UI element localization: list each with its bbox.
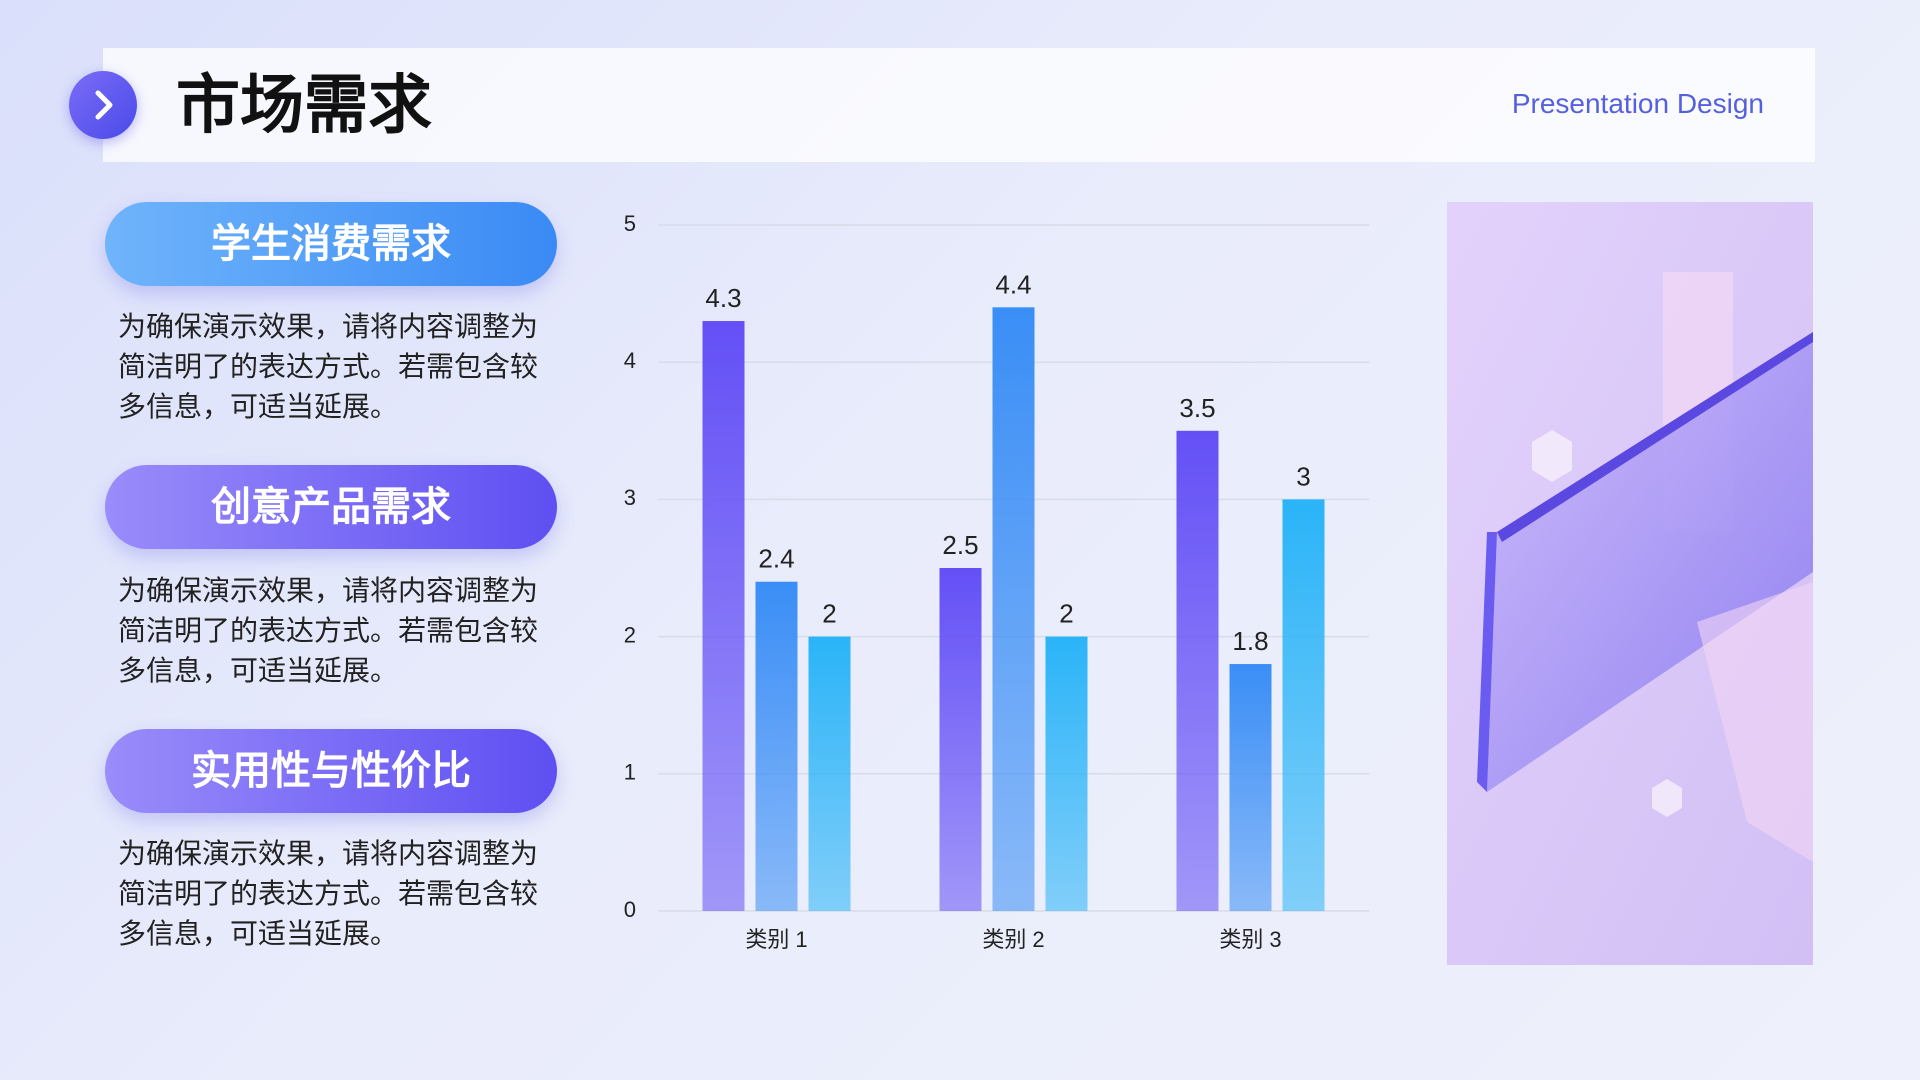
data-label: 2 [1059,599,1073,629]
text-line: 为确保演示效果，请将内容调整为 [118,837,539,870]
x-tick-label: 类别 2 [982,927,1044,952]
bar [702,321,745,911]
bar [1176,430,1219,911]
data-label: 4.3 [705,283,741,313]
tagline: Presentation Design [1511,88,1764,119]
slide-title: 市场需求 [176,69,432,143]
y-tick-label: 0 [624,897,636,922]
card-title: 实用性与性价比 [105,729,557,813]
bar [808,636,851,911]
bar [1045,636,1088,911]
data-label: 2.5 [942,530,978,560]
y-tick-label: 5 [624,211,636,236]
decor-image [1447,202,1813,965]
bar [992,307,1035,911]
data-label: 1.8 [1232,626,1268,656]
data-label: 2 [822,599,836,629]
data-label: 4.4 [995,269,1031,299]
card-title: 创意产品需求 [105,465,557,549]
text-line: 多信息，可适当延展。 [118,390,399,423]
bar [1229,664,1272,911]
data-label: 3.5 [1179,393,1215,423]
header-bar [103,48,1815,162]
text-line: 为确保演示效果，请将内容调整为 [118,310,539,343]
bar [755,581,798,911]
chart: 0 1 2 3 4 5 类别 1 4.3 2.4 2 类别 2 2.5 4.4 2 类别 3 3.5 1.8 3 [624,211,1369,952]
x-tick-label: 类别 1 [745,927,807,952]
x-tick-label: 类别 3 [1219,927,1281,952]
bar [939,568,982,911]
card-title: 学生消费需求 [105,202,557,286]
card-text: 为确保演示效果，请将内容调整为 简洁明了的表达方式。若需包含较 多信息，可适当延… [118,307,538,427]
bar [1282,499,1325,911]
chevron [95,90,113,120]
card-text: 为确保演示效果，请将内容调整为 简洁明了的表达方式。若需包含较 多信息，可适当延… [118,571,538,691]
data-label: 3 [1296,461,1310,491]
text-line: 简洁明了的表达方式。若需包含较 [118,877,539,910]
text-line: 多信息，可适当延展。 [118,654,399,687]
y-tick-label: 1 [624,760,636,785]
text-line: 简洁明了的表达方式。若需包含较 [118,350,539,383]
data-label: 2.4 [758,544,794,574]
card-text: 为确保演示效果，请将内容调整为 简洁明了的表达方式。若需包含较 多信息，可适当延… [118,834,538,954]
text-line: 为确保演示效果，请将内容调整为 [118,574,539,607]
text-line: 多信息，可适当延展。 [118,917,399,950]
header-icon [69,71,137,139]
y-tick-label: 3 [624,485,636,510]
y-tick-label: 4 [624,348,636,373]
text-line: 简洁明了的表达方式。若需包含较 [118,614,539,647]
y-tick-label: 2 [624,622,636,647]
